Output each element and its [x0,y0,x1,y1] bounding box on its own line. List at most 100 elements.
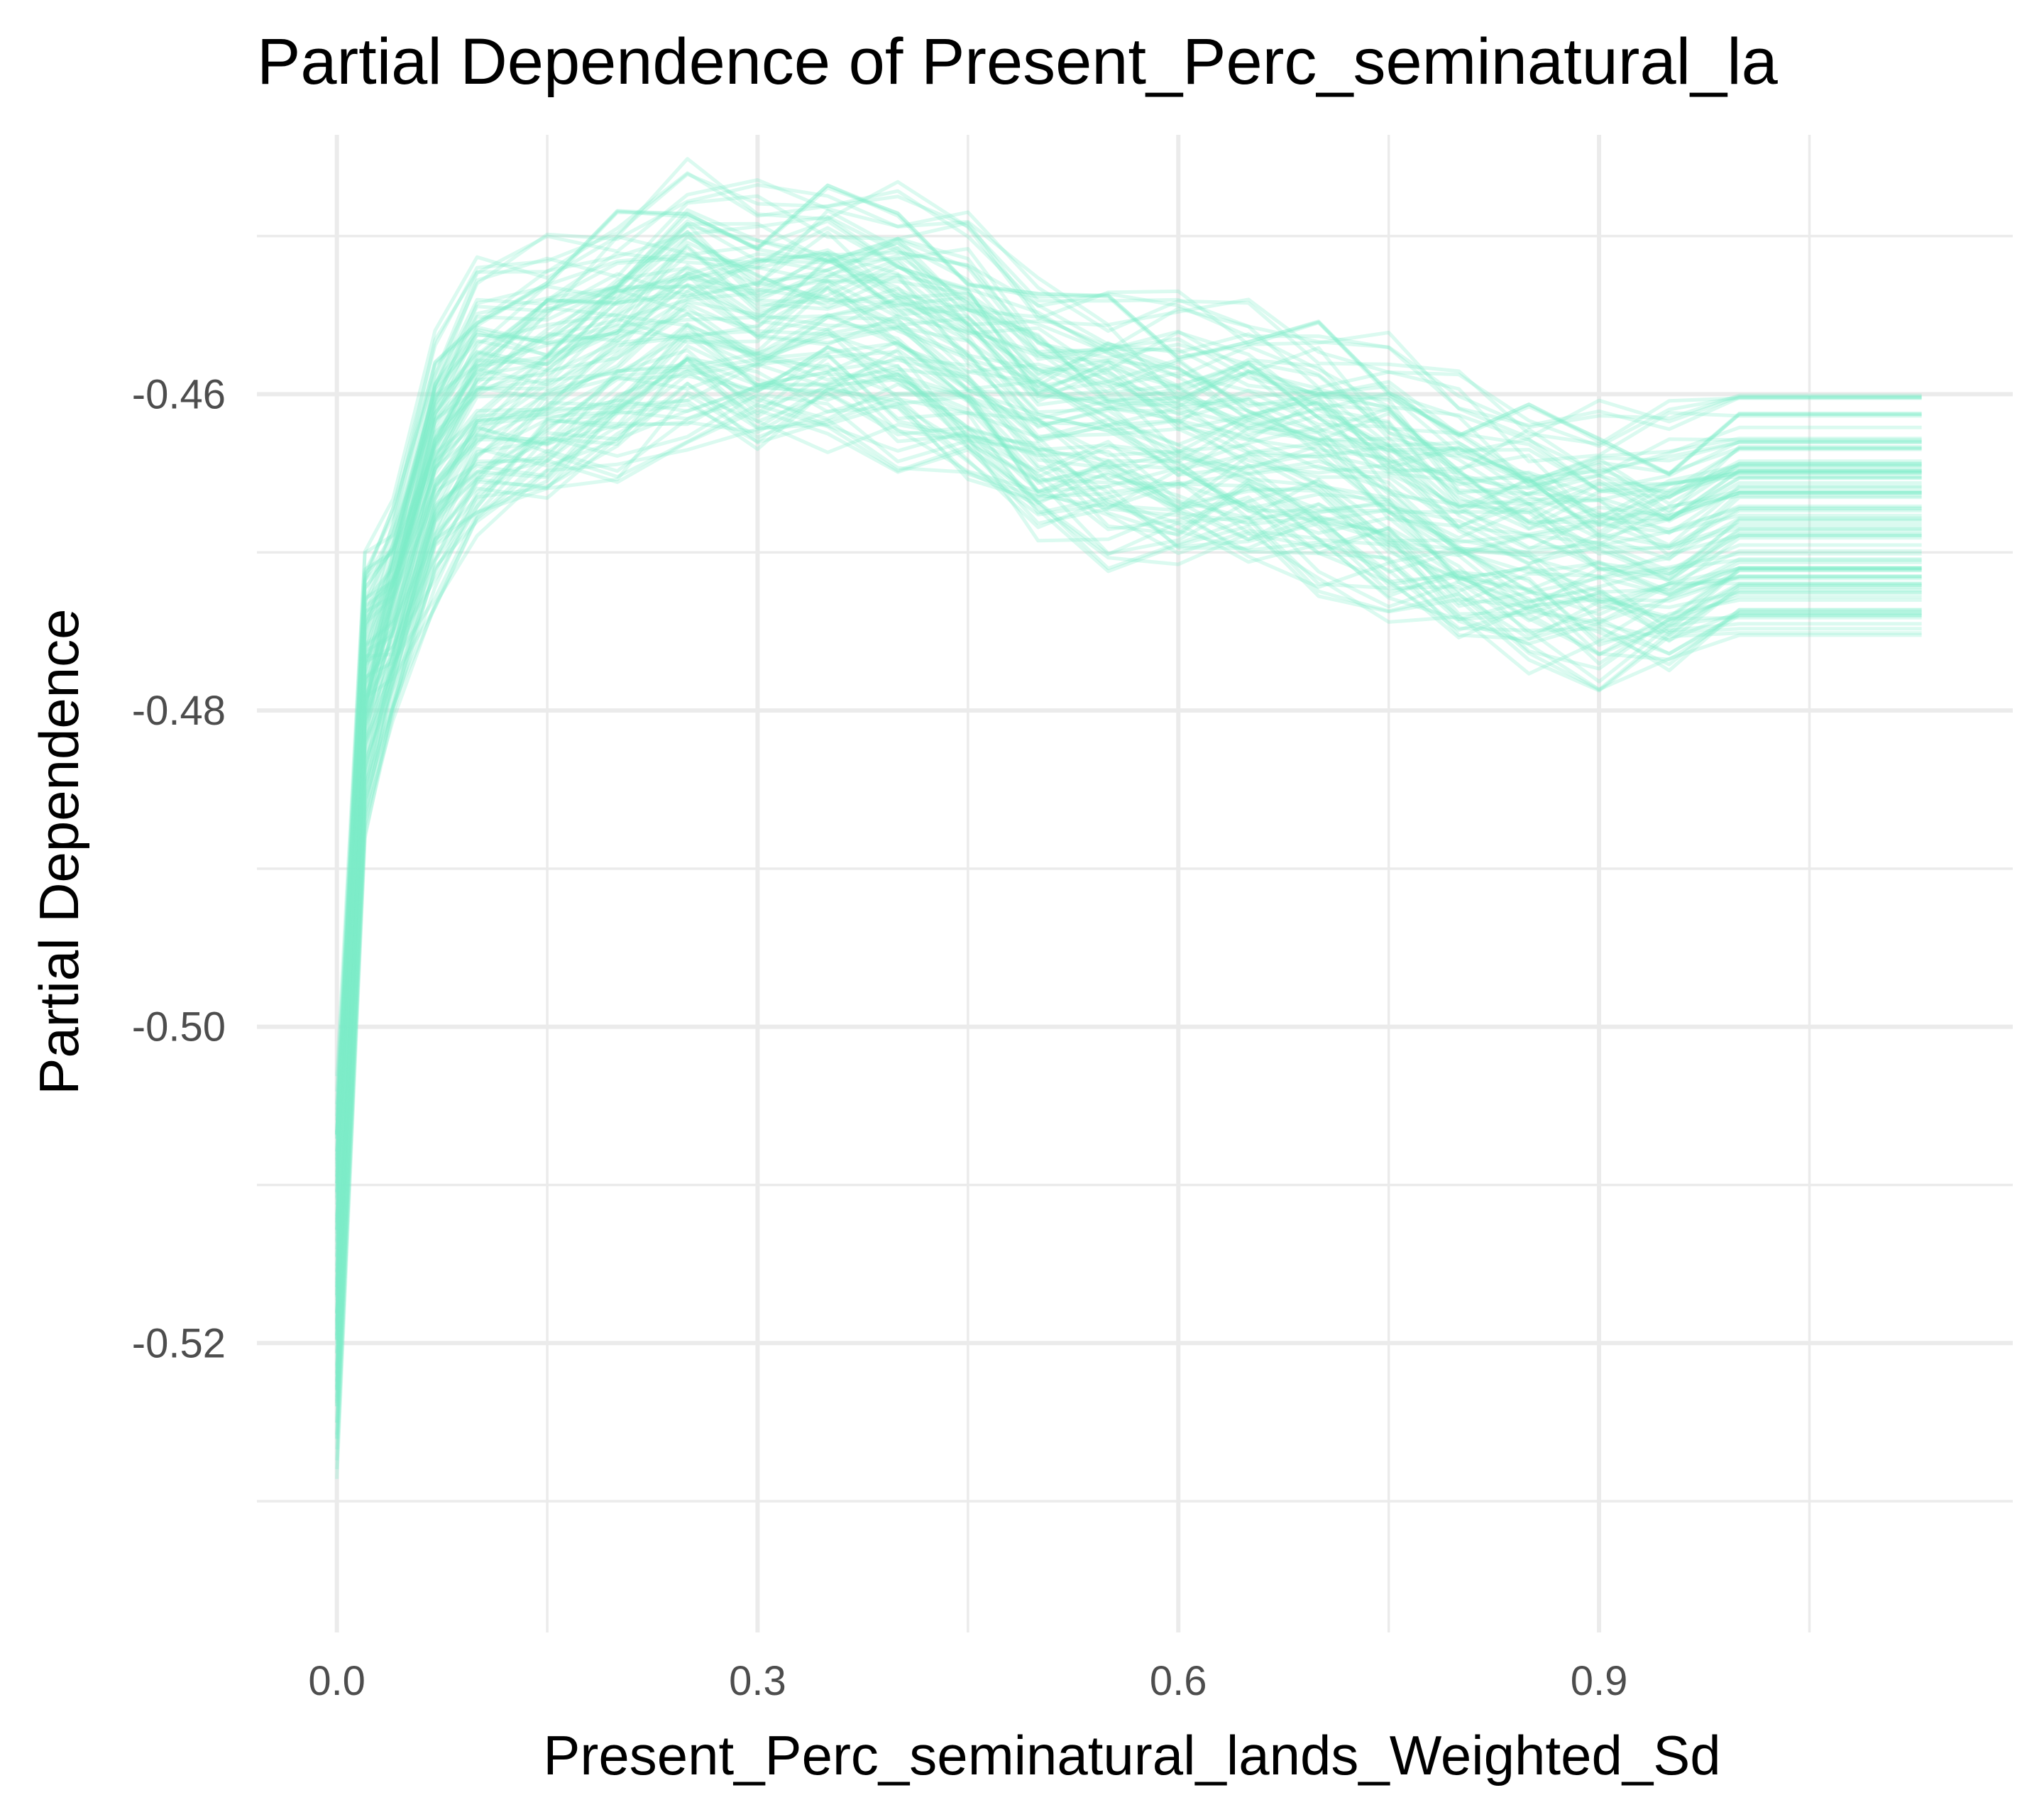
ice-curve [335,408,1922,1222]
ice-curve [335,253,1922,1273]
ice-curve [335,393,1922,1407]
ice-curve [335,358,1922,1217]
ice-curve [335,325,1922,1194]
y-tick-label: -0.48 [132,688,226,734]
y-tick-label: -0.50 [132,1004,226,1050]
ice-curve [335,322,1922,1391]
ice-curve [335,390,1922,1398]
ice-curve [335,357,1922,1173]
ice-curve [335,393,1922,1198]
ice-curve [335,273,1922,1330]
ice-curve [335,278,1922,1139]
ice-curve [335,362,1922,1479]
ice-curve [335,356,1922,1439]
ice-curve [335,369,1922,1326]
ice-curve [335,241,1922,1324]
ice-curve [335,253,1922,1381]
ice-curve [335,234,1922,1135]
chart-title: Partial Dependence of Present_Perc_semin… [257,26,1779,98]
ice-curve [335,216,1922,1404]
ice-curve [335,219,1922,1167]
y-tick-label: -0.52 [132,1320,226,1366]
ice-curve [335,358,1922,1383]
ice-curve [335,209,1922,1266]
ice-curve [335,178,1922,1152]
ice-curve [335,248,1922,1187]
ice-curve [335,330,1922,1470]
ice-curve [335,352,1922,1322]
ice-curve [335,219,1922,1133]
ice-curve [335,354,1922,1295]
ice-curve [335,300,1922,1230]
ice-curve [335,279,1922,1288]
x-tick-label: 0.9 [1571,1658,1628,1704]
ice-curve [335,226,1922,1336]
ice-curve [335,370,1922,1184]
ice-curve [335,183,1922,1375]
ice-curve [335,382,1922,1341]
x-axis-title: Present_Perc_seminatural_lands_Weighted_… [543,1724,1720,1786]
ice-curve [335,183,1922,1136]
ice-curve [335,385,1922,1388]
ice-curve [335,329,1922,1178]
ice-curve [335,312,1922,1313]
ice-curve [335,224,1922,1344]
ice-curve [335,230,1922,1354]
ice-curve [335,312,1922,1313]
ice-curve [335,194,1922,1368]
ice-curve [335,387,1922,1314]
ice-curve [335,230,1922,1192]
ice-curve [335,286,1922,1139]
ice-curve [335,344,1922,1301]
ice-curve [335,345,1922,1390]
tick-labels: -0.52 -0.50 -0.48 -0.46 0.0 0.3 0.6 0.9 [132,371,1628,1704]
ice-curve [335,276,1922,1220]
ice-curve [335,345,1922,1390]
ice-curve [335,256,1922,1200]
ice-curve [335,327,1922,1340]
ice-curve [335,271,1922,1272]
ice-curve [335,322,1922,1177]
y-axis-title: Partial Dependence [28,608,90,1094]
x-tick-label: 0.6 [1150,1658,1207,1704]
ice-curve [335,348,1922,1354]
ice-curve [335,157,1922,1110]
ice-curve [335,246,1922,1092]
ice-curve [335,290,1922,1329]
ice-curve [335,251,1922,1116]
x-tick-label: 0.3 [729,1658,786,1704]
ice-curve [335,283,1922,1161]
ice-curve [335,215,1922,1231]
ice-curve [335,353,1922,1230]
ice-curve [335,252,1922,1336]
ice-curve [335,390,1922,1461]
ice-curve [335,251,1922,1283]
grid-layer [257,135,2013,1632]
ice-curve [335,230,1922,1077]
ice-curve [335,221,1922,1243]
ice-curve [335,381,1922,1164]
ice-curve [335,221,1922,1135]
ice-curve [335,418,1922,1423]
ice-curve [335,183,1922,1234]
ice-curve [335,329,1922,1134]
series-lines [335,157,1922,1479]
ice-curve [335,212,1922,1288]
ice-curve [335,243,1922,1292]
ice-curve [335,403,1922,1373]
ice-curve [335,257,1922,1105]
ice-curve [335,337,1922,1435]
ice-curve [335,280,1922,1320]
ice-curve [335,235,1922,1258]
ice-curve [335,394,1922,1423]
ice-curve [335,388,1922,1450]
ice-curve [335,302,1922,1280]
ice-curve [335,171,1922,1224]
ice-curve [335,334,1922,1297]
ice-curve [335,259,1922,1192]
ice-curve [335,315,1922,1314]
ice-curve [335,287,1922,1121]
ice-curve [335,263,1922,1407]
